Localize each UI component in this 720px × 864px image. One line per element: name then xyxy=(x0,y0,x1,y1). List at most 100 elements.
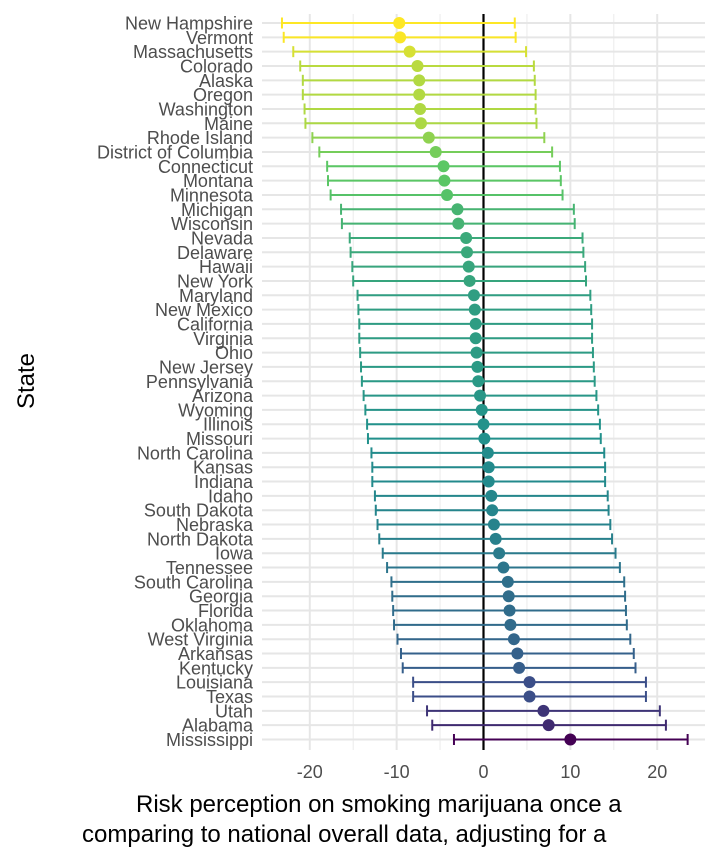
estimate-point xyxy=(504,618,517,631)
estimate-point xyxy=(451,203,464,216)
estimate-point xyxy=(469,317,482,330)
y-tick-label: Tennessee xyxy=(166,558,253,578)
x-tick-label: -10 xyxy=(384,762,410,782)
y-tick-label: Michigan xyxy=(181,200,253,220)
estimate-point xyxy=(460,231,473,244)
y-tick-label: Arizona xyxy=(192,386,254,406)
estimate-point xyxy=(437,160,450,173)
estimate-point xyxy=(438,174,451,187)
y-tick-labels: New HampshireVermontMassachusettsColorad… xyxy=(97,14,254,751)
estimate-point xyxy=(486,504,499,517)
y-tick-label: Montana xyxy=(183,171,254,191)
y-tick-label: Rhode Island xyxy=(147,128,253,148)
estimate-point xyxy=(470,346,483,359)
y-tick-label: West Virginia xyxy=(148,630,254,650)
y-tick-label: Maine xyxy=(204,114,253,134)
estimate-point xyxy=(564,733,577,746)
estimate-point xyxy=(481,446,494,459)
estimate-point xyxy=(441,188,454,201)
estimate-point xyxy=(414,102,427,115)
estimate-point xyxy=(523,690,536,703)
estimate-point xyxy=(497,561,510,574)
estimate-point xyxy=(507,633,520,646)
estimate-point xyxy=(462,260,475,273)
y-tick-label: Kentucky xyxy=(179,658,253,678)
estimate-point xyxy=(429,145,442,158)
estimate-point xyxy=(475,403,488,416)
x-tick-labels: -20 -10 0 10 20 xyxy=(297,762,667,782)
y-tick-label: Alaska xyxy=(199,71,254,91)
y-tick-label: Massachusetts xyxy=(133,42,253,62)
y-tick-label: Arkansas xyxy=(178,644,253,664)
y-tick-label: Indiana xyxy=(194,472,254,492)
x-tick-label: 0 xyxy=(478,762,488,782)
estimate-point xyxy=(463,274,476,287)
y-tick-label: South Dakota xyxy=(144,501,254,521)
estimate-point xyxy=(523,676,536,689)
y-tick-label: Delaware xyxy=(177,243,253,263)
y-tick-label: Wyoming xyxy=(178,400,253,420)
estimate-point xyxy=(403,45,416,58)
y-tick-label: Louisiana xyxy=(176,673,254,693)
y-tick-label: Oklahoma xyxy=(171,615,254,635)
estimate-point xyxy=(422,131,435,144)
estimate-point xyxy=(489,532,502,545)
y-tick-label: California xyxy=(177,314,254,334)
y-tick-label: Maryland xyxy=(179,286,253,306)
y-tick-label: District of Columbia xyxy=(97,142,254,162)
y-tick-label: Idaho xyxy=(208,486,253,506)
estimate-point xyxy=(485,489,498,502)
estimate-point xyxy=(460,246,473,259)
estimate-point xyxy=(413,74,426,87)
estimate-points xyxy=(393,17,577,746)
estimate-point xyxy=(542,719,555,732)
y-tick-label: Nevada xyxy=(191,228,254,248)
x-tick-label: 20 xyxy=(647,762,667,782)
estimate-point xyxy=(469,332,482,345)
estimate-point xyxy=(467,289,480,302)
estimate-point xyxy=(493,547,506,560)
y-tick-label: North Dakota xyxy=(147,529,254,549)
y-tick-label: Utah xyxy=(215,701,253,721)
estimate-point xyxy=(487,518,500,531)
estimate-point xyxy=(513,661,526,674)
x-tick-label: 10 xyxy=(560,762,580,782)
y-tick-label: Virginia xyxy=(193,329,254,349)
estimate-point xyxy=(482,461,495,474)
y-axis-title: State xyxy=(13,353,40,409)
y-tick-label: South Carolina xyxy=(134,572,254,592)
y-tick-label: Connecticut xyxy=(158,157,253,177)
x-axis-title-line-2: comparing to national overall data, adju… xyxy=(82,821,607,848)
y-tick-label: Vermont xyxy=(186,28,253,48)
y-tick-label: Texas xyxy=(206,687,253,707)
y-tick-label: Illinois xyxy=(203,415,253,435)
x-axis-title-line-1: Risk perception on smoking marijuana onc… xyxy=(136,791,622,818)
estimate-point xyxy=(468,303,481,316)
y-tick-label: Alabama xyxy=(182,716,254,736)
y-tick-label: Florida xyxy=(198,601,254,621)
estimate-point xyxy=(471,360,484,373)
y-tick-label: Minnesota xyxy=(170,185,254,205)
estimate-point xyxy=(411,59,424,72)
estimate-point xyxy=(478,432,491,445)
estimate-point xyxy=(472,375,485,388)
y-tick-label: Nebraska xyxy=(176,515,254,535)
y-tick-label: Pennsylvania xyxy=(146,372,254,392)
estimate-point xyxy=(477,418,490,431)
estimate-point xyxy=(393,17,406,29)
y-tick-label: Washington xyxy=(159,99,253,119)
estimate-point xyxy=(482,475,495,488)
y-tick-label: Hawaii xyxy=(199,257,253,277)
y-tick-label: New Jersey xyxy=(159,357,253,377)
y-tick-label: Wisconsin xyxy=(171,214,253,234)
y-tick-label: Missouri xyxy=(186,429,253,449)
estimate-point xyxy=(414,117,427,130)
y-tick-label: Georgia xyxy=(189,587,254,607)
y-tick-label: Kansas xyxy=(193,458,253,478)
estimate-point xyxy=(511,647,524,660)
y-tick-label: Colorado xyxy=(180,56,253,76)
estimate-point xyxy=(503,604,516,617)
estimate-point xyxy=(413,88,426,101)
y-tick-label: New York xyxy=(177,271,254,291)
